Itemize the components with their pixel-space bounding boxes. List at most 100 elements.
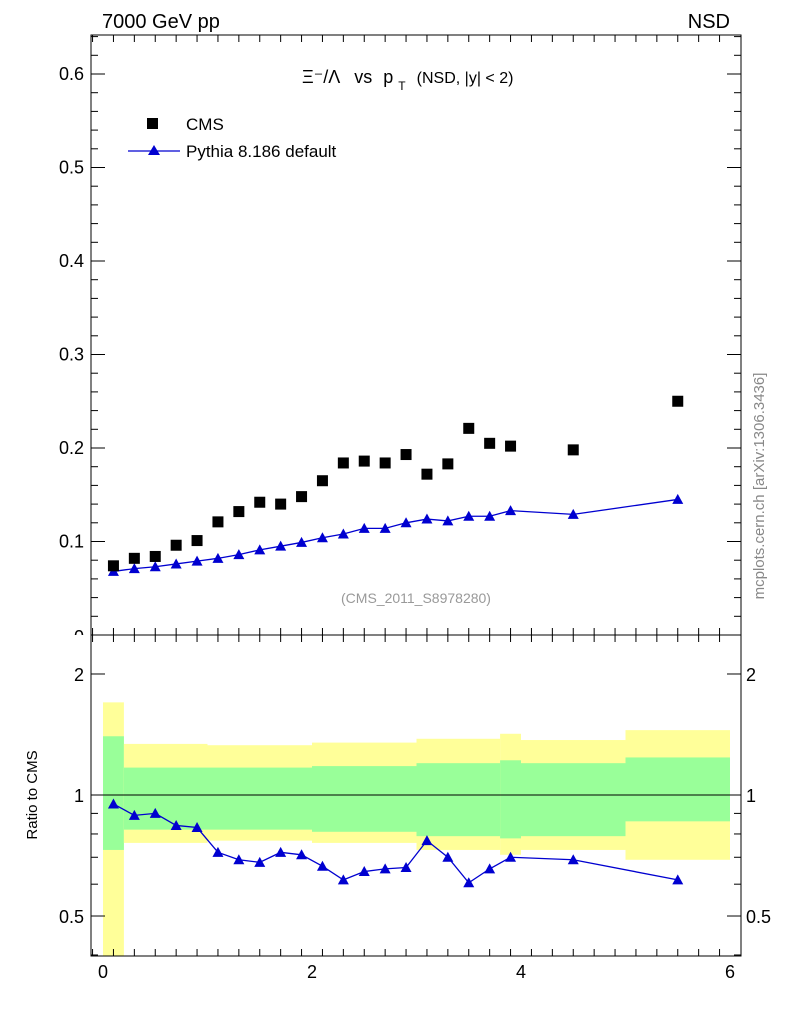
- main-ytick-label: 0.6: [59, 64, 84, 84]
- cms-main-point: [358, 455, 370, 467]
- mc-ratio-point: [484, 863, 496, 874]
- cms-main-point: [316, 475, 328, 487]
- legend-cms-marker: [147, 118, 158, 129]
- mc-ratio-point: [212, 846, 224, 857]
- main-ytick-label-zero: 0: [74, 627, 84, 647]
- mc-main-point: [254, 544, 266, 555]
- mc-ratio-point: [505, 851, 517, 862]
- cms-main-point: [254, 496, 266, 508]
- ratio-ytick-label-left: 1: [74, 786, 84, 806]
- mc-series-main: [107, 493, 684, 576]
- cms-main-point: [484, 437, 496, 449]
- mc-main-point: [463, 510, 475, 521]
- mc-ratio-point: [400, 862, 412, 873]
- header-left: 7000 GeV pp: [102, 11, 220, 33]
- ratio-y-axis-label: Ratio to CMS: [24, 750, 41, 839]
- cms-main-point: [107, 560, 119, 572]
- legend-cms-label: CMS: [186, 115, 224, 134]
- band-inner-2: [207, 767, 312, 830]
- band-inner-1: [123, 767, 208, 830]
- band-inner-3: [312, 766, 417, 832]
- mc-ratio-point: [379, 863, 391, 874]
- mc-ratio-point: [149, 807, 161, 818]
- band-inner-4: [416, 763, 501, 837]
- cms-main-point: [463, 422, 475, 434]
- mc-ratio-point: [275, 846, 287, 857]
- band-inner-5: [500, 760, 521, 839]
- band-inner-6: [521, 763, 626, 837]
- mc-main-point: [149, 561, 161, 572]
- watermark: mcplots.cern.ch [arXiv:1306.3436]: [751, 373, 768, 600]
- axis-tick-labels: 0.1 0.2 0.3 0.4 0.5 0.6 0 0 2 4 6 0.5 0.5 1 1 2 2: [59, 64, 771, 982]
- legend: CMS Pythia 8.186 default: [128, 115, 337, 161]
- plot-title-ratio: Ξ⁻/Λ: [302, 67, 340, 87]
- mc-main-point: [400, 517, 412, 528]
- mc-main-point: [567, 508, 579, 519]
- ratio-ytick-label-right: 2: [746, 665, 756, 685]
- ratio-xtick-label: 4: [516, 962, 526, 982]
- main-ytick-label: 0.5: [59, 158, 84, 178]
- main-ytick-label: 0.1: [59, 532, 84, 552]
- axis-ticks: [91, 35, 741, 956]
- ratio-ytick-label-left: 0.5: [59, 907, 84, 927]
- mc-ratio-point: [358, 866, 370, 877]
- mc-main-point: [296, 536, 308, 547]
- cms-main-point: [233, 506, 245, 518]
- mc-main-point: [505, 505, 517, 516]
- plot-title: Ξ⁻/Λ vs p T (NSD, |y| < 2): [302, 67, 513, 94]
- mc-ratio-point: [337, 874, 349, 885]
- mc-main-point: [233, 549, 245, 560]
- cms-main-point: [379, 457, 391, 469]
- main-ytick-label: 0.4: [59, 251, 84, 271]
- cms-main-point: [400, 449, 412, 461]
- cms-main-point: [149, 550, 161, 562]
- mc-ratio-point: [672, 874, 684, 885]
- plot-title-vs: vs: [354, 67, 372, 87]
- mc-main-point: [170, 558, 182, 569]
- main-ytick-label: 0.3: [59, 345, 84, 365]
- mc-ratio-point: [316, 860, 328, 871]
- ratio-ytick-label-left: 2: [74, 665, 84, 685]
- mc-main-point: [358, 522, 370, 533]
- plot-title-var: p: [383, 67, 393, 87]
- mc-main-line: [113, 498, 678, 573]
- legend-mc-marker: [148, 145, 160, 155]
- header-right: NSD: [688, 11, 730, 33]
- mc-main-point: [191, 555, 203, 566]
- cms-series-main: [107, 395, 684, 572]
- mc-ratio-point: [296, 849, 308, 860]
- cms-main-point: [275, 498, 287, 510]
- cms-main-point: [672, 395, 684, 407]
- mc-main-point: [672, 493, 684, 504]
- mc-ratio-point: [421, 835, 433, 846]
- ratio-xtick-label: 2: [307, 962, 317, 982]
- mc-main-point: [379, 522, 391, 533]
- mc-main-point: [484, 510, 496, 521]
- mc-ratio-point: [463, 877, 475, 888]
- mc-main-point: [421, 513, 433, 524]
- main-ytick-label: 0.2: [59, 438, 84, 458]
- mc-ratio-point: [191, 822, 203, 833]
- mc-ratio-point: [233, 854, 245, 865]
- cms-main-point: [337, 457, 349, 469]
- mc-ratio-point: [442, 851, 454, 862]
- mc-main-point: [316, 532, 328, 543]
- mc-main-point: [275, 540, 287, 551]
- cms-main-point: [128, 552, 140, 564]
- cms-main-point: [505, 440, 517, 452]
- mc-ratio-point: [128, 809, 140, 820]
- cms-main-point: [191, 535, 203, 547]
- plot-title-cut: (NSD, |y| < 2): [417, 70, 514, 87]
- cms-main-point: [170, 539, 182, 551]
- ratio-xtick-label: 6: [725, 962, 735, 982]
- cms-main-point: [296, 491, 308, 503]
- mc-ratio-line: [113, 803, 678, 884]
- cms-main-point: [421, 468, 433, 480]
- cms-main-point: [567, 444, 579, 456]
- ratio-ytick-label-right: 1: [746, 786, 756, 806]
- plot-title-var-sub: T: [398, 79, 406, 93]
- mc-ratio-point: [567, 854, 579, 865]
- ratio-uncertainty-bands: [103, 702, 730, 956]
- cms-main-point: [212, 516, 224, 528]
